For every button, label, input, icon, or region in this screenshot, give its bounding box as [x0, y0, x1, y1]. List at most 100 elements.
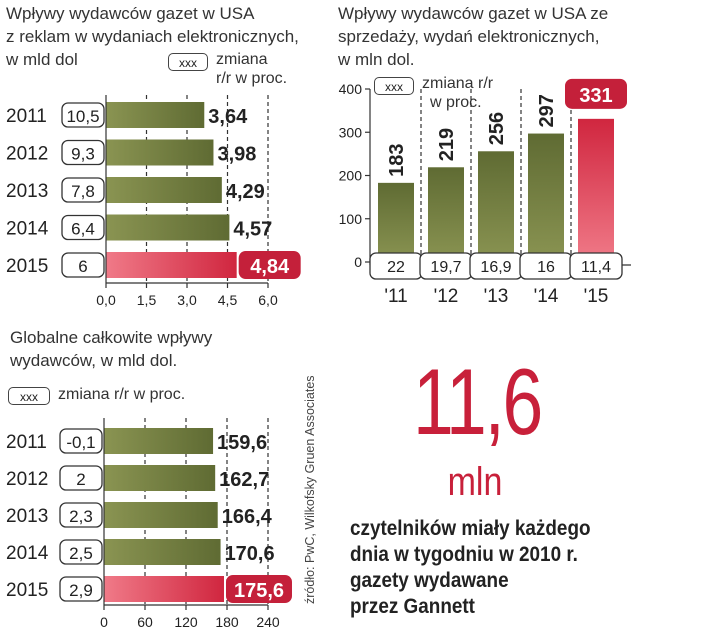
chart-sales-title: Wpływy wydawców gazet w USA ze sprzedaży…: [338, 2, 608, 71]
value-label: 159,6: [217, 432, 267, 454]
bar: [428, 167, 464, 262]
bar: [106, 252, 237, 278]
change-label: 19,7: [430, 259, 461, 276]
change-label: 2,5: [69, 544, 93, 563]
value-label: 256: [486, 112, 508, 145]
change-label: 2: [76, 470, 85, 489]
value-label: 219: [436, 128, 458, 161]
category-label: '11: [384, 286, 407, 307]
bar: [104, 576, 224, 602]
value-label: 170,6: [225, 543, 275, 565]
chart-global-title-line: wydawców, w mld dol.: [10, 351, 178, 370]
change-box: [61, 139, 105, 166]
change-label: 22: [387, 259, 405, 276]
change-box: [61, 177, 105, 203]
value-label: 3,64: [208, 106, 248, 128]
chart-ads-legend-line: r/r w proc.: [216, 70, 288, 87]
bar: [478, 151, 514, 262]
value-label: 4,84: [250, 256, 290, 278]
bar: [104, 539, 221, 565]
change-label: -0,1: [66, 433, 95, 452]
bar: [106, 214, 230, 241]
chart-global-legend-label: zmiana r/r w proc.: [58, 386, 186, 403]
chart-ads-title-line: w mld dol: [6, 50, 78, 69]
value-badge: [225, 575, 292, 603]
highlight-number: 11,6: [413, 349, 543, 454]
change-label: 6,4: [71, 220, 95, 239]
bar: [106, 102, 205, 128]
category-label: 2012: [6, 144, 48, 165]
change-label: 2,9: [69, 581, 93, 600]
bar: [104, 428, 214, 454]
change-box: [59, 576, 103, 602]
value-label: 166,4: [222, 506, 273, 528]
category-label: 2014: [6, 543, 49, 564]
highlight-description-line: czytelników miały każdego: [350, 517, 591, 540]
chart-sales-legend-box: xxx: [374, 77, 414, 95]
chart-sales-legend-label: zmiana r/r w proc.: [422, 74, 493, 112]
chart-ads-title-line: z reklam w wydaniach elektronicznych,: [6, 27, 299, 46]
bar: [104, 502, 218, 528]
source-note: źródło: PwC, Wilkofsky Gruen Associates: [303, 375, 317, 604]
highlight-unit: mln: [447, 460, 503, 504]
bar: [106, 139, 214, 166]
value-label: 4,57: [233, 219, 272, 241]
change-box: [61, 214, 105, 241]
category-label: '14: [534, 286, 559, 307]
change-box: [59, 502, 103, 528]
change-box: [59, 465, 103, 491]
chart-ads: Wpływy wydawców gazet w USA z reklam w w…: [0, 0, 320, 320]
y-tick-label: 300: [339, 124, 363, 140]
category-label: 2015: [6, 256, 48, 277]
highlight-description: czytelników miały każdego dnia w tygodni…: [350, 516, 591, 620]
chart-sales-title-line: sprzedaży, wydań elektronicznych,: [338, 27, 600, 46]
chart-ads-legend-label: zmiana r/r w proc.: [216, 50, 287, 88]
value-label: 3,98: [217, 144, 256, 166]
chart-sales-legend-line: w proc.: [430, 94, 482, 111]
value-badge: [238, 251, 301, 279]
chart-ads-legend-line: zmiana: [216, 51, 268, 68]
y-tick-label: 0: [354, 254, 362, 270]
chart-global: Globalne całkowite wpływy wydawców, w ml…: [0, 320, 320, 629]
x-tick-label: 60: [137, 614, 153, 629]
category-label: 2011: [6, 106, 47, 127]
change-box: [59, 539, 103, 565]
category-label: 2015: [6, 580, 48, 601]
chart-global-plot: 2011 -0,1 159,6 2012 2 162,7 2013 2,3 166,4 2014 2…: [6, 418, 292, 629]
y-tick-label: 100: [339, 211, 363, 227]
change-box: [61, 102, 105, 128]
category-label: 2011: [6, 432, 47, 453]
bar: [578, 118, 614, 262]
change-label: 10,5: [66, 107, 99, 126]
chart-sales: Wpływy wydawców gazet w USA ze sprzedaży…: [330, 0, 720, 320]
chart-sales-title-line: w mln dol.: [338, 50, 415, 69]
x-tick-label: 120: [174, 614, 198, 629]
x-tick-label: 180: [215, 614, 239, 629]
x-tick-label: 240: [256, 614, 280, 629]
chart-sales-plot: 0 100 200 300 400 183 22 '11 219 19,7 '12 256 16,9 '1…: [339, 78, 631, 307]
change-label: 6: [78, 257, 87, 276]
category-label: '12: [434, 286, 459, 307]
change-label: 2,3: [69, 507, 93, 526]
value-label: 4,29: [226, 181, 265, 203]
bar: [528, 133, 564, 262]
chart-sales-legend-line: zmiana r/r: [422, 75, 494, 92]
chart-global-legend-box: xxx: [8, 387, 50, 405]
y-tick-label: 200: [339, 168, 363, 184]
x-tick-label: 3,0: [177, 292, 197, 308]
change-label: 7,8: [71, 182, 95, 201]
change-label: 16: [537, 259, 555, 276]
category-label: '13: [484, 286, 509, 307]
bar: [378, 182, 414, 262]
value-label: 297: [536, 94, 558, 127]
category-label: 2013: [6, 506, 48, 527]
chart-ads-title-line: Wpływy wydawców gazet w USA: [6, 4, 255, 23]
change-label: 9,3: [71, 145, 95, 164]
bar: [106, 177, 222, 203]
category-label: '15: [584, 286, 609, 307]
chart-ads-plot: 2011 10,5 3,64 2012 9,3 3,98 2013 7,8 4,29 2014 6,…: [6, 95, 301, 308]
category-label: 2013: [6, 181, 48, 202]
change-box: [61, 252, 105, 278]
change-box: [569, 252, 623, 280]
chart-ads-title: Wpływy wydawców gazet w USA z reklam w w…: [6, 2, 299, 71]
